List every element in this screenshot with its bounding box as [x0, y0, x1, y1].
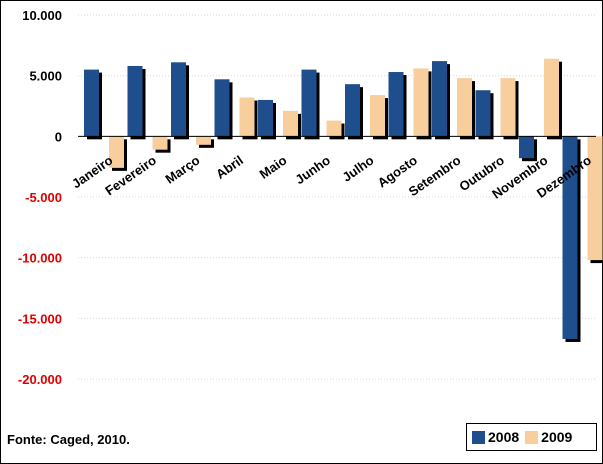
source-note: Fonte: Caged, 2010. [7, 432, 130, 447]
bar-2008-9 [475, 90, 491, 137]
legend-entry-2009: 2009 [525, 429, 572, 445]
legend-entry-2008: 2008 [472, 429, 519, 445]
bar-2008-0 [84, 69, 99, 137]
bar-2009-7 [413, 68, 429, 137]
legend-swatch-2009 [525, 430, 539, 444]
bar-2009-0 [109, 136, 124, 168]
y-tick-label-3: -5.000 [25, 190, 62, 205]
bar-2009-3 [239, 97, 255, 137]
bar-2008-10 [519, 136, 534, 159]
bar-2009-1 [152, 136, 168, 150]
x-tick-label-4: Maio [257, 152, 290, 181]
bar-2008-5 [301, 69, 317, 137]
bar-2008-1 [127, 65, 143, 137]
bar-2009-5 [326, 120, 342, 137]
bar-2009-9 [500, 78, 516, 137]
y-tick-label-1: 5.000 [29, 69, 62, 84]
y-tick-label-2: 0 [55, 129, 62, 144]
legend-swatch-2008 [472, 430, 485, 444]
bar-2008-7 [388, 72, 404, 137]
x-tick-label-5: Junho [292, 152, 333, 187]
bar-2008-4 [258, 99, 273, 137]
x-tick-label-6: Julho [339, 152, 376, 184]
y-tick-label-0: 10.000 [22, 8, 62, 23]
bar-2009-10 [544, 58, 559, 137]
bar-2009-6 [370, 95, 385, 137]
bar-2008-8 [432, 61, 447, 137]
bar-2009-4 [283, 110, 298, 137]
bar-2008-2 [171, 62, 186, 137]
bar-2009-8 [457, 78, 472, 137]
legend-label-2009: 2009 [541, 429, 573, 445]
legend: 2008 2009 [466, 423, 597, 451]
bar-2009-2 [196, 136, 211, 145]
y-tick-label-4: -10.000 [18, 251, 62, 266]
legend-label-2008: 2008 [488, 429, 520, 445]
x-tick-label-2: Março [162, 152, 202, 186]
bar-2008-3 [214, 79, 230, 137]
bar-2009-11 [587, 136, 603, 261]
bar-2008-6 [345, 84, 360, 137]
y-tick-label-5: -15.000 [18, 311, 62, 326]
y-tick-label-6: -20.000 [18, 372, 62, 387]
bar-2008-11 [562, 136, 578, 339]
x-tick-label-3: Abril [213, 153, 246, 182]
